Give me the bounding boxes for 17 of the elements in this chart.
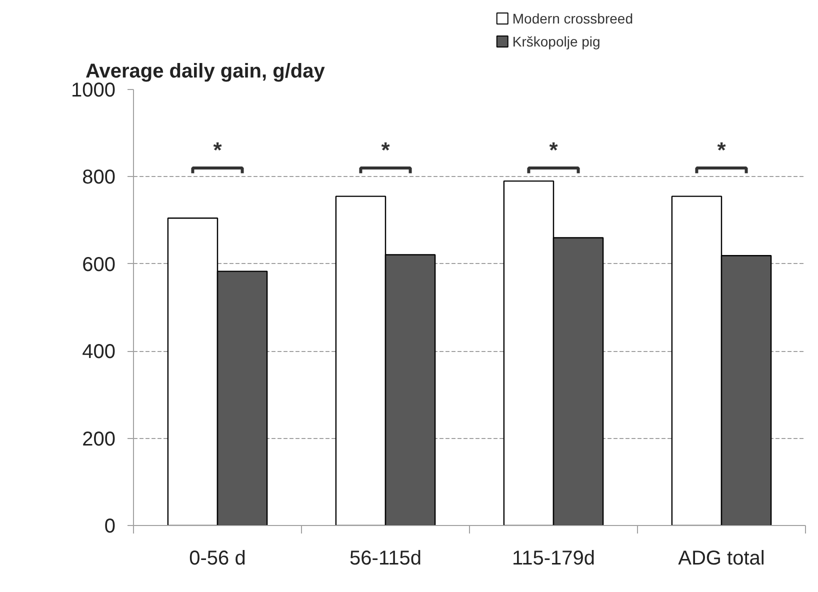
annotation: * (717, 138, 726, 163)
y-tick-label: 600 (82, 254, 116, 276)
chart-title: Average daily gain, g/day (86, 60, 326, 82)
annotation: * (213, 138, 222, 163)
x-tick-label: 0-56 d (189, 548, 246, 570)
legend-label: Krškopolje pig (512, 34, 600, 50)
y-tick-label: 400 (82, 341, 116, 364)
y-tick-label: 800 (82, 166, 116, 189)
legend-label: Modern crossbreed (512, 10, 634, 26)
x-tick-label: 115-179d (512, 548, 596, 570)
y-tick-label: 0 (104, 516, 116, 538)
x-tick-label: 56-115d (350, 548, 422, 570)
y-tick-label: 200 (82, 428, 116, 450)
x-tick-label: ADG total (678, 548, 765, 570)
annotation: * (549, 138, 558, 163)
annotation: * (381, 138, 390, 163)
y-tick-label: 1000 (71, 80, 116, 102)
